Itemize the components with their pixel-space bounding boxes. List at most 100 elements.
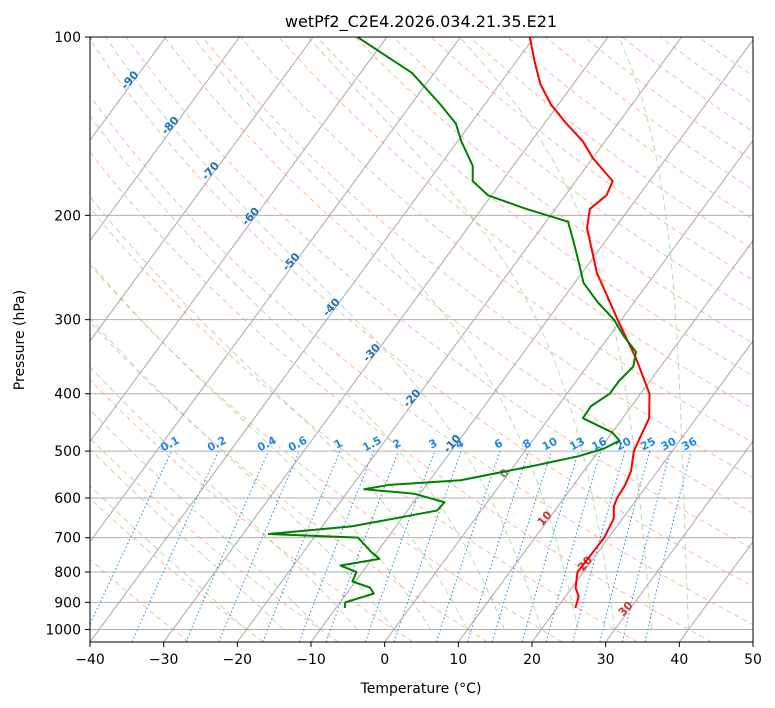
dry-adiabat — [125, 37, 753, 550]
moist-adiabats — [90, 37, 690, 630]
isotherm-line — [90, 37, 535, 642]
mixing-ratio-line — [572, 450, 626, 642]
dry-adiabat — [90, 95, 753, 626]
isotherm-line — [457, 239, 753, 642]
isotherm-line — [90, 37, 314, 342]
y-tick-label: 900 — [54, 595, 81, 611]
isotherm-grid — [90, 37, 753, 642]
x-tick-label: −10 — [296, 652, 326, 668]
x-tick-label: −40 — [75, 652, 105, 668]
isotherm-line — [90, 37, 240, 242]
y-tick-label: 700 — [54, 531, 81, 547]
moist-adiabat — [90, 448, 284, 630]
y-axis-label: Pressure (hPa) — [12, 290, 28, 390]
y-tick-label: 200 — [54, 208, 81, 224]
x-tick-label: −30 — [149, 652, 179, 668]
mixing-ratio-label: 2 — [390, 436, 403, 451]
moist-adiabat — [192, 37, 579, 630]
isotherm-line — [384, 139, 753, 642]
isotherm-label: -90 — [118, 68, 141, 92]
y-tick-label: 300 — [54, 313, 81, 329]
isotherm-line — [752, 641, 753, 642]
mixing-ratio-line — [545, 450, 602, 642]
y-tick-label: 500 — [54, 444, 81, 460]
profile-series — [267, 37, 651, 609]
dry-adiabat — [430, 37, 753, 281]
temperature-profile — [528, 37, 651, 609]
isotherm-label: -50 — [280, 250, 303, 274]
x-tick-label: 50 — [744, 652, 762, 668]
dry-adiabat — [163, 37, 753, 514]
mixing-ratio-label: 25 — [638, 435, 658, 454]
dry-adiabat — [507, 37, 753, 220]
isotherm-line — [90, 37, 167, 142]
chart-title: wetPf2_C2E4.2026.034.21.35.E21 — [285, 12, 557, 32]
isotherm-line — [310, 39, 753, 642]
mixing-ratio-line — [435, 450, 501, 642]
moist-adiabat — [459, 37, 653, 630]
dry-adiabat — [545, 37, 753, 191]
dry-adiabat — [354, 37, 753, 344]
mixing-ratio-label: 10 — [540, 435, 560, 454]
mixing-ratio-line — [621, 450, 671, 642]
y-tick-label: 1000 — [45, 622, 81, 638]
y-axis: 1000 900 800 700 600 500 400 300 200 100 — [45, 30, 90, 638]
moist-adiabat — [90, 485, 247, 630]
mixing-ratio-label: 36 — [680, 435, 700, 454]
dry-adiabat — [316, 37, 753, 377]
y-tick-label: 100 — [54, 30, 81, 46]
x-axis: −40 −30 −20 −10 0 10 20 30 40 50 — [75, 642, 762, 668]
mixing-ratio-line — [393, 450, 462, 642]
mixing-ratio-line — [325, 450, 399, 642]
mixing-ratio-line — [90, 450, 173, 626]
mixing-ratio-line — [491, 450, 552, 642]
mixing-ratio-line — [298, 450, 375, 642]
mixing-ratio-line — [599, 450, 651, 642]
mixing-ratio-lines — [90, 450, 692, 642]
moist-adiabat — [90, 261, 432, 630]
mixing-ratio-line — [521, 450, 580, 642]
isobar-grid — [90, 37, 753, 630]
x-tick-label: 30 — [597, 652, 615, 668]
dry-adiabat — [90, 39, 753, 587]
dry-adiabats — [90, 37, 753, 642]
mixing-ratio-label: 13 — [567, 435, 587, 454]
x-tick-label: −20 — [223, 652, 253, 668]
isotherm-label: -40 — [320, 295, 343, 319]
isotherm-line — [531, 340, 753, 642]
dry-adiabat — [90, 207, 638, 642]
dry-adiabat — [90, 321, 488, 642]
dry-adiabat — [698, 37, 753, 77]
y-tick-label: 400 — [54, 387, 81, 403]
dry-adiabat — [90, 264, 563, 642]
moist-adiabat — [307, 37, 616, 630]
mixing-ratio-line — [185, 450, 269, 642]
mixing-ratio-line — [218, 450, 300, 642]
isotherm-line — [90, 37, 388, 443]
moist-adiabat — [90, 114, 505, 630]
x-tick-label: 20 — [523, 652, 541, 668]
moist-adiabat — [618, 37, 690, 630]
isotherm-line — [605, 440, 753, 642]
dry-adiabat — [90, 497, 264, 642]
x-axis-label: Temperature (°C) — [360, 681, 482, 697]
moist-adiabat — [90, 409, 321, 630]
y-tick-label: 800 — [54, 565, 81, 581]
x-tick-label: 0 — [380, 652, 389, 668]
isotherm-label: 10 — [535, 508, 555, 528]
dewpoint-profile — [267, 37, 637, 609]
dry-adiabat — [90, 151, 712, 642]
isotherm-line — [236, 37, 682, 642]
isotherm-line — [163, 37, 609, 642]
mixing-ratio-line — [644, 450, 692, 642]
mixing-ratio-line — [364, 450, 436, 642]
mixing-ratio-label: 6 — [492, 436, 505, 451]
plot-area: -100-90-80-70-60-50-40-30-20-10010203040… — [90, 37, 753, 642]
isotherm-label: 30 — [616, 599, 636, 619]
dry-adiabat — [240, 37, 753, 444]
moist-adiabat — [90, 317, 395, 630]
x-tick-label: 10 — [449, 652, 467, 668]
mixing-ratio-line — [262, 450, 341, 642]
dry-adiabat — [90, 558, 190, 642]
